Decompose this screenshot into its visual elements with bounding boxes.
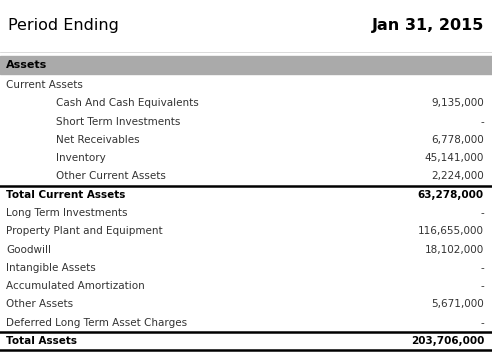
Text: Long Term Investments: Long Term Investments (6, 208, 127, 218)
Text: Cash And Cash Equivalents: Cash And Cash Equivalents (56, 98, 199, 108)
Text: 116,655,000: 116,655,000 (418, 226, 484, 236)
Text: -: - (480, 281, 484, 291)
Text: 63,278,000: 63,278,000 (418, 190, 484, 200)
Text: 203,706,000: 203,706,000 (411, 336, 484, 346)
Text: 18,102,000: 18,102,000 (425, 245, 484, 255)
Text: Property Plant and Equipment: Property Plant and Equipment (6, 226, 163, 236)
Text: -: - (480, 117, 484, 127)
Text: Goodwill: Goodwill (6, 245, 51, 255)
Text: Deferred Long Term Asset Charges: Deferred Long Term Asset Charges (6, 318, 187, 328)
Text: Intangible Assets: Intangible Assets (6, 263, 96, 273)
Text: Total Current Assets: Total Current Assets (6, 190, 125, 200)
Text: Period Ending: Period Ending (8, 18, 119, 33)
Text: 6,778,000: 6,778,000 (431, 135, 484, 145)
Text: 2,224,000: 2,224,000 (431, 171, 484, 182)
Text: Other Current Assets: Other Current Assets (56, 171, 166, 182)
Text: 9,135,000: 9,135,000 (431, 98, 484, 108)
Text: -: - (480, 263, 484, 273)
Text: -: - (480, 318, 484, 328)
Text: 45,141,000: 45,141,000 (425, 153, 484, 163)
Text: Other Assets: Other Assets (6, 299, 73, 309)
Text: -: - (480, 208, 484, 218)
Text: 5,671,000: 5,671,000 (431, 299, 484, 309)
Text: Total Assets: Total Assets (6, 336, 77, 346)
Text: Net Receivables: Net Receivables (56, 135, 140, 145)
Text: Current Assets: Current Assets (6, 80, 83, 90)
Text: Jan 31, 2015: Jan 31, 2015 (371, 18, 484, 33)
Bar (0, 56, 492, 74)
Text: Inventory: Inventory (56, 153, 106, 163)
Text: Assets: Assets (6, 60, 47, 70)
Text: Accumulated Amortization: Accumulated Amortization (6, 281, 145, 291)
Text: Short Term Investments: Short Term Investments (56, 117, 181, 127)
